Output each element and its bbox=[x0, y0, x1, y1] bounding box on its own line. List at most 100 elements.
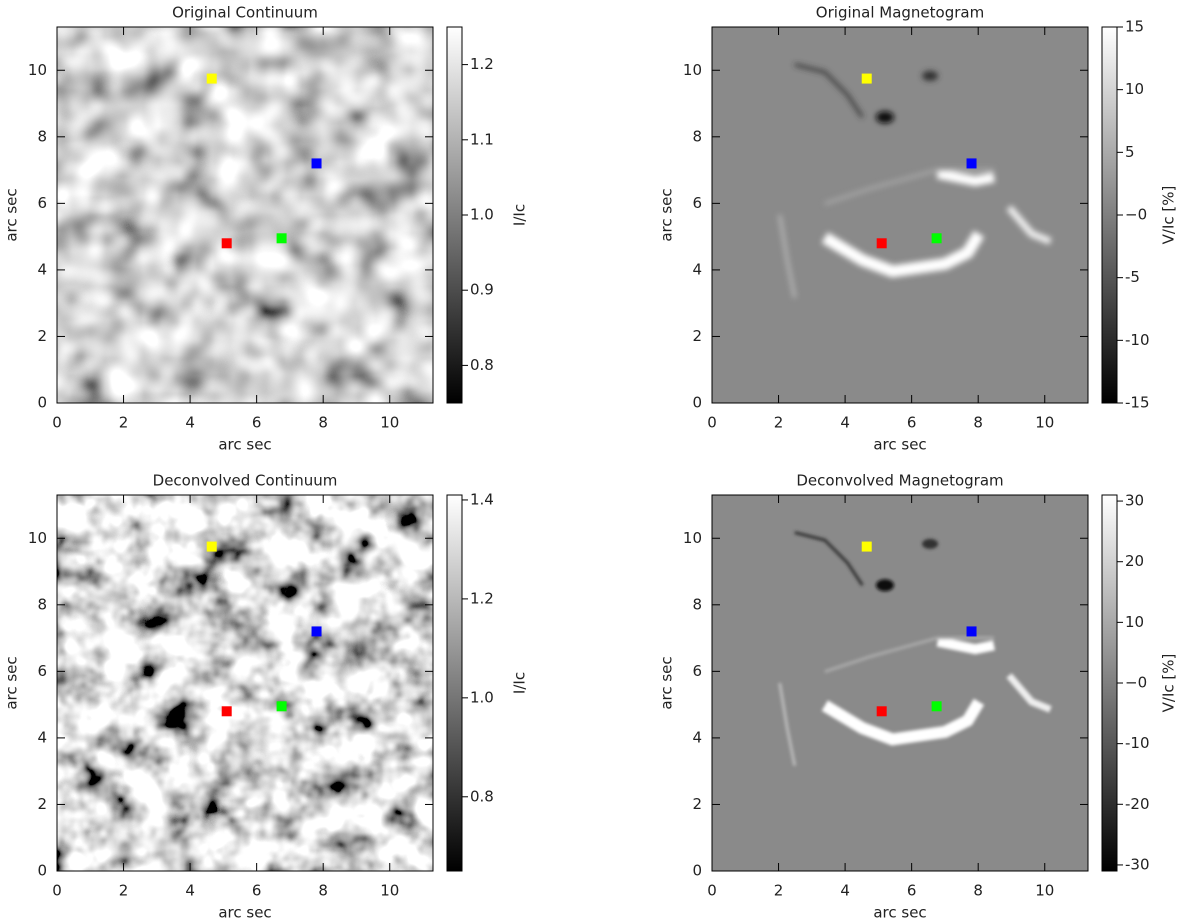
x-tick-label: 10 bbox=[1035, 414, 1054, 432]
x-tick-label: 2 bbox=[119, 414, 129, 432]
x-tick-label: 8 bbox=[318, 882, 328, 900]
image-feature bbox=[778, 682, 797, 767]
colorbar-tick-label: −0 bbox=[1125, 206, 1147, 224]
x-tick-label: 10 bbox=[380, 414, 399, 432]
image-feature bbox=[1006, 205, 1052, 245]
colorbar bbox=[446, 494, 463, 872]
colorbar-tick-label: 1.1 bbox=[470, 130, 494, 148]
image-feature bbox=[794, 531, 864, 587]
image-feature bbox=[936, 168, 995, 187]
x-tick-label: 4 bbox=[840, 882, 850, 900]
x-tick-label: 0 bbox=[52, 882, 62, 900]
y-tick-label: 8 bbox=[37, 127, 47, 145]
colorbar-tick-label: 20 bbox=[1125, 552, 1144, 570]
marker bbox=[311, 158, 322, 169]
image-feature bbox=[936, 636, 995, 655]
marker bbox=[876, 706, 887, 717]
x-tick-label: 4 bbox=[840, 414, 850, 432]
colorbar-tick-label: 1.4 bbox=[470, 490, 494, 508]
y-tick-label: 8 bbox=[37, 595, 47, 613]
colorbar-tick-label: 5 bbox=[1125, 143, 1135, 161]
x-tick-label: 2 bbox=[774, 414, 784, 432]
y-tick-label: 4 bbox=[37, 728, 47, 746]
x-tick-label: 0 bbox=[707, 882, 717, 900]
y-axis-label: arc sec bbox=[3, 656, 21, 709]
x-axis-label: arc sec bbox=[218, 436, 271, 454]
y-tick-label: 2 bbox=[37, 327, 47, 345]
image-feature bbox=[778, 214, 797, 299]
x-tick-label: 0 bbox=[707, 414, 717, 432]
colorbar-tick-label: -5 bbox=[1125, 268, 1140, 286]
image-feature bbox=[922, 70, 939, 81]
x-tick-label: 10 bbox=[1035, 882, 1054, 900]
x-tick-label: 4 bbox=[185, 882, 195, 900]
y-tick-label: 4 bbox=[692, 728, 702, 746]
plot-frame bbox=[711, 494, 1089, 872]
colorbar-tick-label: 1.2 bbox=[470, 589, 494, 607]
image-feature bbox=[821, 698, 985, 746]
image bbox=[57, 27, 433, 403]
marker bbox=[876, 238, 887, 249]
x-tick-label: 8 bbox=[973, 882, 983, 900]
x-tick-label: 6 bbox=[907, 882, 917, 900]
y-tick-label: 4 bbox=[37, 260, 47, 278]
y-tick-label: 0 bbox=[37, 862, 47, 880]
image-features bbox=[778, 531, 1052, 767]
y-tick-label: 10 bbox=[28, 529, 47, 547]
x-tick-label: 10 bbox=[380, 882, 399, 900]
marker bbox=[206, 73, 217, 84]
y-tick-label: 6 bbox=[692, 194, 702, 212]
colorbar-tick-label: 30 bbox=[1125, 492, 1144, 510]
marker bbox=[221, 706, 232, 717]
colorbar bbox=[1101, 494, 1118, 872]
y-axis-label: arc sec bbox=[658, 656, 676, 709]
x-tick-label: 8 bbox=[318, 414, 328, 432]
x-axis-label: arc sec bbox=[873, 436, 926, 454]
panel: Deconvolved Continuum arc sec arc sec 0 2 4 6 8… bbox=[3, 472, 529, 922]
colorbar-tick-label: 0.8 bbox=[470, 787, 494, 805]
image-feature bbox=[875, 579, 894, 592]
x-tick-label: 2 bbox=[119, 882, 129, 900]
colorbar bbox=[1101, 26, 1118, 404]
marker bbox=[966, 626, 977, 637]
image-features bbox=[778, 63, 1052, 299]
colorbar-tick-label: 15 bbox=[1125, 18, 1144, 36]
colorbar-label: V/Ic [%] bbox=[1160, 654, 1178, 713]
marker bbox=[311, 626, 322, 637]
image-feature bbox=[824, 168, 994, 206]
image-feature bbox=[922, 538, 939, 549]
y-tick-label: 4 bbox=[692, 260, 702, 278]
marker bbox=[861, 541, 872, 552]
y-tick-label: 6 bbox=[692, 662, 702, 680]
plot-frame bbox=[711, 26, 1089, 404]
plot-title: Deconvolved Magnetogram bbox=[796, 472, 1003, 490]
colorbar-tick-label: 1.2 bbox=[470, 55, 494, 73]
colorbar-tick-label: 0.9 bbox=[470, 281, 494, 299]
y-axis-label: arc sec bbox=[658, 188, 676, 241]
x-tick-label: 8 bbox=[973, 414, 983, 432]
y-tick-label: 2 bbox=[692, 327, 702, 345]
image-feature bbox=[875, 111, 894, 124]
colorbar-label: V/Ic [%] bbox=[1160, 186, 1178, 245]
colorbar-tick-label: -20 bbox=[1125, 795, 1150, 813]
marker bbox=[931, 233, 942, 244]
y-tick-label: 0 bbox=[37, 394, 47, 412]
plot-title: Original Magnetogram bbox=[816, 4, 984, 22]
x-axis-label: arc sec bbox=[873, 904, 926, 922]
y-tick-label: 10 bbox=[683, 529, 702, 547]
colorbar-tick-label: 1.0 bbox=[470, 206, 494, 224]
colorbar-tick-label: -30 bbox=[1125, 855, 1150, 873]
image bbox=[712, 495, 1088, 871]
y-tick-label: 10 bbox=[683, 61, 702, 79]
y-tick-label: 8 bbox=[692, 127, 702, 145]
x-tick-label: 2 bbox=[774, 882, 784, 900]
y-tick-label: 10 bbox=[28, 61, 47, 79]
marker bbox=[206, 541, 217, 552]
x-tick-label: 6 bbox=[252, 882, 262, 900]
image-feature bbox=[794, 63, 864, 119]
colorbar-tick-label: 1.0 bbox=[470, 688, 494, 706]
marker bbox=[221, 238, 232, 249]
y-tick-label: 8 bbox=[692, 595, 702, 613]
colorbar-tick-label: −0 bbox=[1125, 674, 1147, 692]
image bbox=[712, 27, 1088, 403]
